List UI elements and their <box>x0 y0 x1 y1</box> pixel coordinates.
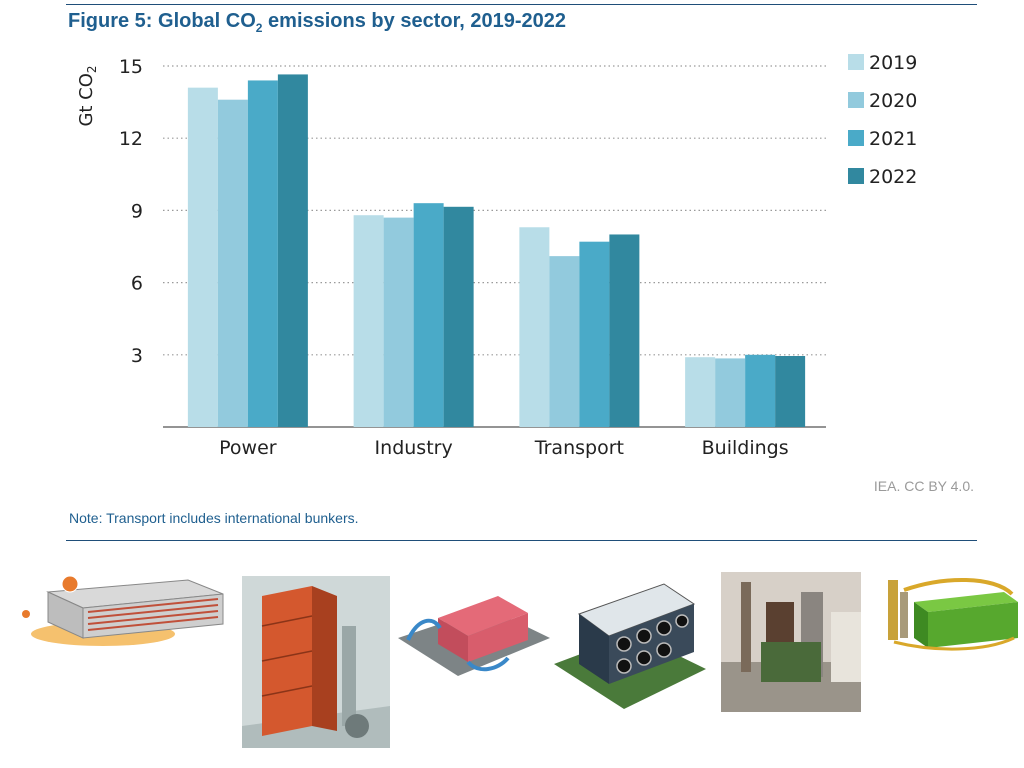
bar-industry-2019 <box>353 215 384 427</box>
bar-chart: 3 6 9 12 15 Gt CO2 Power Industry Transport Build… <box>76 52 917 459</box>
bar-transport-2019 <box>519 227 550 427</box>
legend-swatch <box>848 130 864 146</box>
top-rule <box>66 4 977 5</box>
fan-array-plant-render <box>554 583 706 709</box>
x-tick-label: Transport <box>534 437 624 459</box>
air-cooled-heat-exchanger-render <box>22 575 224 646</box>
legend-swatch <box>848 168 864 184</box>
legend-label: 2020 <box>869 90 917 112</box>
bar-power-2022 <box>277 74 308 427</box>
equipment-gallery <box>0 550 1024 768</box>
legend-label: 2019 <box>869 52 917 74</box>
x-tick-label: Power <box>219 437 277 459</box>
containerized-unit-render <box>398 596 550 676</box>
y-tick-label: 3 <box>131 345 143 367</box>
bar-power-2019 <box>187 87 218 427</box>
industrial-plant-photo <box>721 572 861 712</box>
legend-swatch <box>848 54 864 70</box>
bar-transport-2021 <box>579 241 610 427</box>
bottom-rule <box>66 540 977 541</box>
y-tick-label: 9 <box>131 200 143 222</box>
bar-industry-2022 <box>443 206 474 427</box>
footnote: Note: Transport includes international b… <box>69 510 359 526</box>
bar-industry-2020 <box>383 217 414 427</box>
bar-buildings-2021 <box>745 354 776 427</box>
credit-text: IEA. CC BY 4.0. <box>873 478 974 494</box>
bar-buildings-2019 <box>685 357 716 427</box>
legend-swatch <box>848 92 864 108</box>
legend-label: 2022 <box>869 166 917 188</box>
bar-power-2021 <box>247 80 278 427</box>
bar-transport-2020 <box>549 256 580 427</box>
y-tick-label: 12 <box>119 128 143 150</box>
vertical-coil-module-render <box>242 576 390 748</box>
bar-industry-2021 <box>413 203 444 427</box>
y-axis-label: Gt CO2 <box>76 65 99 126</box>
bar-transport-2022 <box>609 234 640 427</box>
y-tick-label: 6 <box>131 273 143 295</box>
figure-title: Figure 5: Global CO2 emissions by sector… <box>68 10 566 35</box>
y-tick-label: 15 <box>119 56 143 78</box>
x-tick-label: Buildings <box>702 437 789 459</box>
legend-label: 2021 <box>869 128 917 150</box>
green-module-render <box>888 577 1018 651</box>
bar-buildings-2022 <box>775 356 806 427</box>
x-tick-label: Industry <box>375 437 453 459</box>
bar-buildings-2020 <box>715 358 746 427</box>
bar-power-2020 <box>217 99 248 427</box>
